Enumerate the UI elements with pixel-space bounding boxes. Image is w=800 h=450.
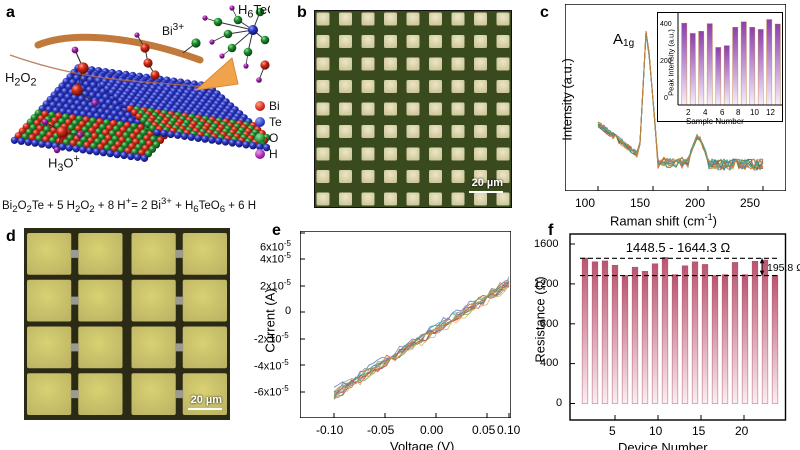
svg-text:1448.5 - 1644.3 Ω: 1448.5 - 1644.3 Ω: [626, 240, 731, 255]
svg-text:195.8 Ω: 195.8 Ω: [767, 262, 800, 274]
